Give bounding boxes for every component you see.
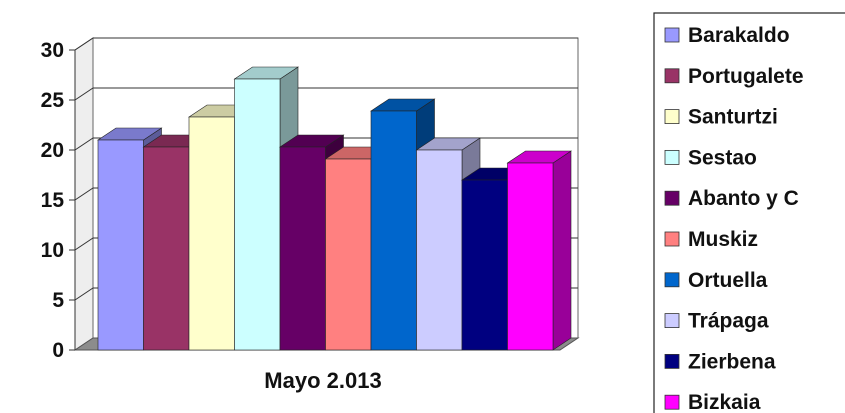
legend-item: Trápaga	[664, 310, 769, 333]
legend-item: Zierbena	[664, 350, 776, 373]
bar-front	[370, 110, 417, 351]
legend-label: Muskiz	[688, 228, 758, 251]
legend-item: Abanto y C	[664, 187, 799, 210]
legend-label: Abanto y C	[688, 187, 799, 210]
legend-swatch	[664, 353, 680, 369]
gridline	[74, 37, 578, 51]
y-tick-label: 25	[41, 89, 65, 112]
bar	[506, 150, 572, 351]
legend-item: Barakaldo	[664, 24, 790, 47]
legend-swatch	[664, 394, 680, 410]
bar-front	[279, 146, 326, 351]
legend-swatch	[664, 190, 680, 206]
axes	[69, 49, 76, 351]
bar-front	[461, 179, 508, 351]
legend-item: Santurtzi	[664, 106, 778, 129]
legend: Barakaldo Portugalete Santurtzi Sestao Abant…	[653, 12, 845, 413]
bar-front	[97, 139, 144, 351]
legend-item: Sestao	[664, 146, 757, 169]
legend-label: Portugalete	[688, 65, 804, 88]
y-tick-label: 15	[41, 189, 65, 212]
legend-label: Sestao	[688, 146, 757, 169]
y-tick-label: 20	[41, 139, 64, 162]
bar-front	[188, 116, 235, 351]
bar-front	[416, 149, 463, 351]
legend-box	[653, 12, 845, 413]
bar-front	[325, 158, 372, 351]
legend-label: Barakaldo	[688, 24, 790, 47]
y-tick-label: 10	[41, 239, 64, 262]
legend-item: Portugalete	[664, 65, 804, 88]
legend-label: Zierbena	[688, 350, 776, 373]
legend-item: Ortuella	[664, 269, 768, 292]
legend-swatch	[664, 313, 680, 329]
bar-front	[143, 146, 190, 351]
bar-front	[234, 78, 281, 351]
bar-front	[507, 162, 554, 351]
legend-label: Ortuella	[688, 269, 768, 292]
legend-swatch	[664, 27, 680, 43]
legend-item: Bizkaia	[664, 391, 761, 413]
legend-swatch	[664, 272, 680, 288]
legend-swatch	[664, 68, 680, 84]
legend-label: Santurtzi	[688, 106, 778, 129]
y-tick-labels: 0 5 10 15 20 25 30	[41, 39, 65, 362]
x-category-label: Mayo 2.013	[264, 368, 381, 393]
legend-label: Trápaga	[688, 310, 769, 333]
y-tick-label: 0	[52, 339, 64, 362]
y-tick-label: 5	[52, 289, 64, 312]
bar-side	[552, 150, 572, 351]
legend-swatch	[664, 109, 680, 124]
y-tick-label: 30	[41, 39, 64, 62]
bars	[97, 66, 572, 351]
legend-label: Bizkaia	[688, 391, 761, 413]
legend-swatch	[664, 231, 680, 247]
gridline	[74, 87, 578, 101]
legend-item: Muskiz	[664, 228, 758, 251]
legend-swatch	[664, 149, 680, 165]
